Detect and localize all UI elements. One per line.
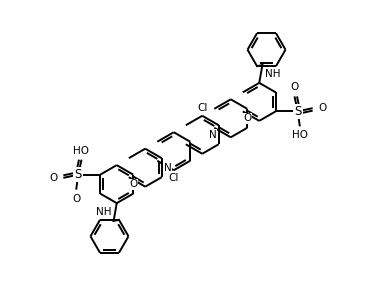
Text: S: S <box>74 168 82 181</box>
Text: N: N <box>164 163 171 173</box>
Text: Cl: Cl <box>197 103 208 113</box>
Text: S: S <box>294 105 302 118</box>
Text: HO: HO <box>73 146 89 156</box>
Text: HO: HO <box>292 130 308 140</box>
Text: N: N <box>209 130 217 140</box>
Text: O: O <box>72 194 80 204</box>
Text: O: O <box>129 179 137 189</box>
Text: O: O <box>319 103 327 113</box>
Text: O: O <box>291 82 299 92</box>
Text: NH: NH <box>96 207 111 217</box>
Text: Cl: Cl <box>168 173 179 183</box>
Text: O: O <box>49 173 57 183</box>
Text: O: O <box>243 113 251 123</box>
Text: NH: NH <box>265 69 280 79</box>
